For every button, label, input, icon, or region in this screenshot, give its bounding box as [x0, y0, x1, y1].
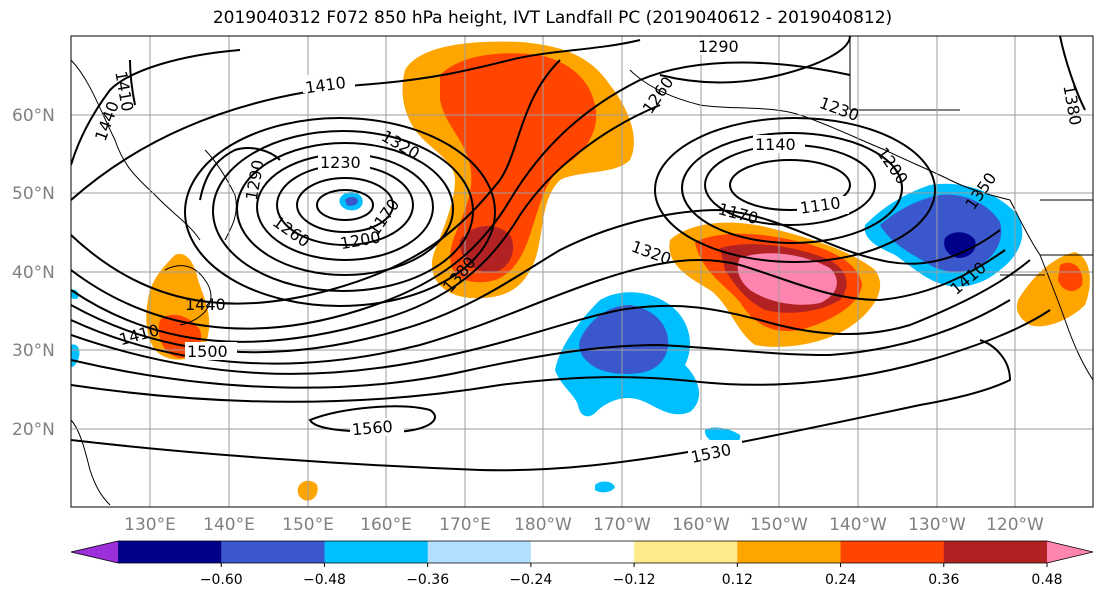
contour-label: 1440 — [185, 295, 226, 314]
contour-label: 1140 — [755, 135, 796, 154]
china-coast — [71, 419, 111, 506]
colorbar-extend-max — [1047, 541, 1093, 563]
ivt-neg-small-core — [345, 197, 358, 206]
lat-label-50n: 50°N — [12, 184, 55, 204]
colorbar-tick-label: −0.12 — [613, 572, 656, 588]
height-contours — [71, 36, 1086, 472]
colorbar: −0.60 −0.48 −0.36 −0.24 −0.12 0.12 0.24 0.36 0.4… — [70, 540, 1094, 588]
lon-label: 160°E — [360, 515, 412, 535]
colorbar-tick-label: 0.36 — [928, 572, 959, 588]
colorbar-tick-label: 0.24 — [825, 572, 856, 588]
ivt-ar-max — [737, 253, 837, 305]
coastlines — [71, 36, 1093, 506]
state-borders — [1000, 199, 1093, 276]
ivt-us-inner — [1058, 262, 1083, 292]
colorbar-swatch — [118, 541, 222, 563]
lat-label-40n: 40°N — [12, 263, 55, 283]
colorbar-tick-label: −0.36 — [406, 572, 449, 588]
japan-coast — [164, 265, 212, 326]
latitude-labels: 60°N 50°N 40°N 30°N 20°N — [12, 106, 55, 440]
lon-label: 170°W — [593, 515, 651, 535]
colorbar-swatch — [943, 541, 1048, 563]
map-title: 2019040312 F072 850 hPa height, IVT Land… — [212, 8, 893, 28]
lon-label: 130°W — [908, 515, 966, 535]
colorbar-swatch — [221, 541, 325, 563]
colorbar-tick-label: 0.12 — [722, 572, 753, 588]
colorbar-tick-label: −0.60 — [200, 572, 243, 588]
lon-label: 150°W — [750, 515, 808, 535]
ivt-negative-anomalies — [71, 183, 1023, 493]
ivt-neg-small2 — [595, 481, 615, 493]
lon-label: 170°E — [439, 515, 491, 535]
lon-label: 160°W — [672, 515, 730, 535]
colorbar-outline — [70, 540, 1094, 564]
map-layers: 1290 1410 1410 1440 1380 1260 1230 1320 … — [71, 36, 1093, 507]
lat-label-20n: 20°N — [12, 420, 55, 440]
contour-label: 1290 — [698, 37, 739, 56]
contour-label: 1560 — [351, 417, 393, 439]
lon-label: 140°E — [203, 515, 255, 535]
lon-label: 150°E — [282, 515, 334, 535]
lon-label: 140°W — [829, 515, 887, 535]
longitude-labels: 130°E 140°E 150°E 160°E 170°E 180°W 170°… — [124, 515, 1044, 535]
colorbar-swatch — [840, 541, 945, 563]
colorbar-tick-label: −0.24 — [509, 572, 552, 588]
colorbar-extend-min — [71, 541, 118, 563]
border-lines — [849, 36, 960, 111]
colorbar-swatch — [324, 541, 429, 563]
contour-label: 1500 — [187, 342, 228, 361]
colorbar-swatch — [634, 541, 738, 563]
lat-label-30n: 30°N — [12, 341, 55, 361]
lon-label: 130°E — [124, 515, 176, 535]
colorbar-tick-label: 0.48 — [1031, 572, 1062, 588]
colorbar-swatch — [427, 541, 532, 563]
contour-label: 1230 — [320, 153, 361, 172]
colorbar-swatch — [530, 541, 635, 563]
colorbar-swatch — [737, 541, 842, 563]
asia-coast — [71, 59, 237, 241]
colorbar-tick-label: −0.48 — [303, 572, 346, 588]
ivt-neg-ne-core — [944, 232, 976, 258]
na-west-coast — [1009, 199, 1093, 381]
map-frame — [70, 35, 1094, 508]
lat-label-60n: 60°N — [12, 106, 55, 126]
lon-label: 180°W — [514, 515, 572, 535]
ivt-neg-central-inner — [579, 305, 669, 374]
lon-label: 120°W — [986, 515, 1044, 535]
ivt-plume-mid — [440, 53, 597, 283]
alaska-coast — [629, 69, 1011, 201]
